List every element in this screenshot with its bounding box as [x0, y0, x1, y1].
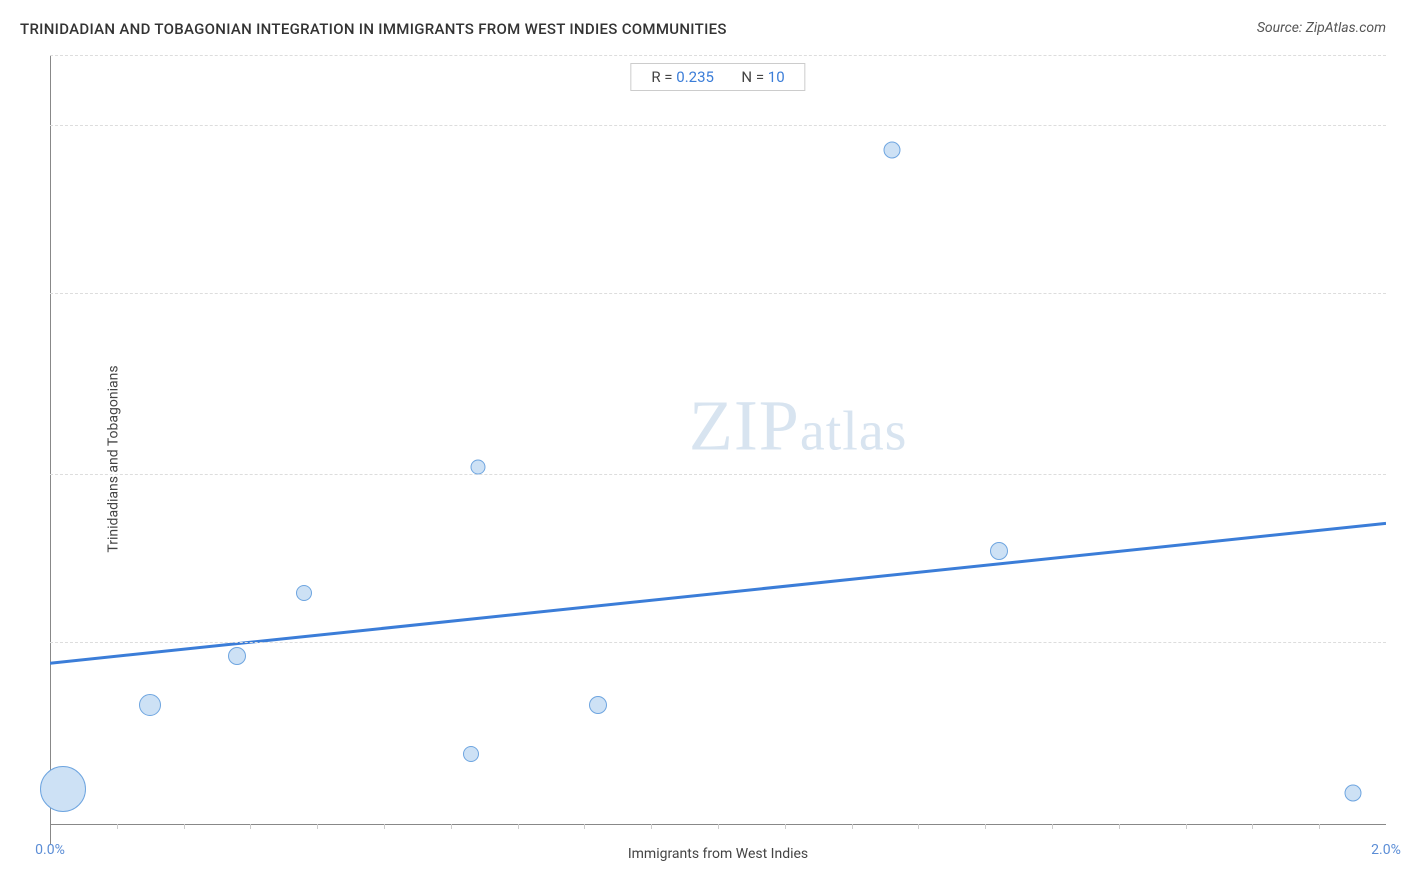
plot-area: ZIPatlas R = 0.235 N = 10 Trinidadians a…	[50, 55, 1386, 862]
chart-title: TRINIDADIAN AND TOBAGONIAN INTEGRATION I…	[20, 20, 727, 38]
data-point	[589, 696, 607, 714]
x-minor-tick	[184, 824, 185, 829]
data-point	[139, 694, 161, 716]
n-value: 10	[768, 68, 785, 86]
x-tick-label: 0.0%	[35, 842, 65, 858]
x-minor-tick	[1119, 824, 1120, 829]
data-point	[296, 585, 312, 601]
stats-box: R = 0.235 N = 10	[630, 63, 805, 91]
trend-line-svg	[50, 55, 1386, 862]
chart-container: ZIPatlas R = 0.235 N = 10 Trinidadians a…	[50, 55, 1386, 862]
x-minor-tick	[985, 824, 986, 829]
data-point	[463, 746, 479, 762]
watermark-part2: atlas	[800, 401, 908, 463]
grid-line	[50, 474, 1386, 475]
x-minor-tick	[1319, 824, 1320, 829]
x-minor-tick	[1252, 824, 1253, 829]
data-point	[40, 766, 86, 812]
x-minor-tick	[1186, 824, 1187, 829]
grid-line	[50, 55, 1386, 56]
x-minor-tick	[1052, 824, 1053, 829]
grid-line	[50, 125, 1386, 126]
r-label: R =	[651, 68, 676, 86]
data-point	[990, 542, 1008, 560]
x-minor-tick	[852, 824, 853, 829]
r-value: 0.235	[676, 68, 714, 86]
data-point	[470, 460, 485, 475]
x-tick-label: 2.0%	[1371, 842, 1401, 858]
x-minor-tick	[785, 824, 786, 829]
source-attribution: Source: ZipAtlas.com	[1257, 20, 1386, 36]
grid-line	[50, 293, 1386, 294]
x-minor-tick	[584, 824, 585, 829]
x-minor-tick	[250, 824, 251, 829]
data-point	[1344, 785, 1361, 802]
x-minor-tick	[317, 824, 318, 829]
x-minor-tick	[518, 824, 519, 829]
x-minor-tick	[918, 824, 919, 829]
watermark: ZIPatlas	[689, 385, 908, 468]
x-minor-tick	[651, 824, 652, 829]
data-point	[228, 647, 246, 665]
y-axis-line	[50, 55, 51, 844]
data-point	[883, 142, 900, 159]
x-axis-label: Immigrants from West Indies	[628, 846, 808, 862]
watermark-part1: ZIP	[689, 386, 800, 466]
n-label: N =	[741, 68, 767, 86]
x-minor-tick	[117, 824, 118, 829]
x-minor-tick	[451, 824, 452, 829]
x-minor-tick	[384, 824, 385, 829]
grid-line	[50, 642, 1386, 643]
y-axis-label: Trinidadians and Tobagonians	[106, 365, 122, 552]
x-minor-tick	[718, 824, 719, 829]
